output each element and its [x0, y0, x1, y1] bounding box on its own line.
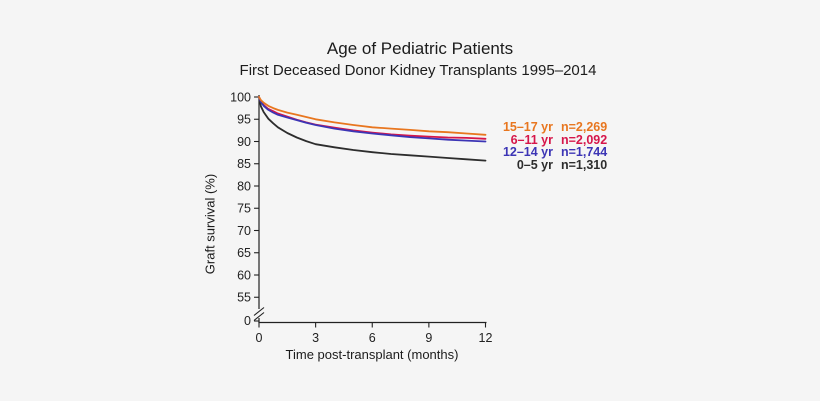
y-tick-label: 70	[237, 224, 251, 238]
chart-subtitle: First Deceased Donor Kidney Transplants …	[239, 62, 597, 79]
y-tick-label: 85	[237, 157, 251, 171]
y-tick-label: 90	[237, 135, 251, 149]
y-tick-label: 80	[237, 179, 251, 193]
y-tick-label: 95	[237, 113, 251, 127]
legend-series-label: 12–14 yr	[502, 145, 553, 160]
chart-title: Age of Pediatric Patients	[326, 39, 514, 58]
legend: 15–17 yr n=2,269 6–11 yr n=2,092 12–14 yr n=1…	[492, 121, 607, 172]
legend-n-value: n=1,310	[561, 158, 608, 173]
legend-item: 15–17 yr n=2,269	[492, 121, 607, 134]
legend-n-value: n=2,092	[561, 132, 608, 147]
x-tick-label: 12	[479, 331, 493, 345]
y-tick-label: 60	[237, 268, 251, 282]
x-tick-label: 3	[312, 331, 319, 345]
legend-n-value: n=1,744	[561, 145, 608, 160]
x-tick-label: 0	[256, 331, 263, 345]
axis-break-gap	[257, 309, 261, 318]
legend-series-label: 15–17 yr	[502, 120, 553, 134]
legend-item: 6–11 yr n=2,092	[492, 132, 608, 147]
y-tick-label: 75	[237, 202, 251, 216]
y-tick-label: 65	[237, 246, 251, 260]
axis-break-slash	[253, 307, 265, 316]
survival-curve-1	[258, 96, 487, 136]
y-zero-label: 0	[244, 314, 251, 328]
legend-series-label: 0–5 yr	[516, 158, 553, 173]
y-tick-label: 55	[237, 291, 251, 305]
legend-series-label: 6–11 yr	[510, 132, 553, 147]
x-axis-title: Time post-transplant (months)	[285, 347, 459, 362]
legend-item: 12–14 yr n=1,744	[492, 146, 607, 159]
legend-n-value: n=2,269	[561, 120, 608, 134]
x-tick-label: 9	[425, 331, 432, 345]
x-tick-label: 6	[369, 331, 376, 345]
y-tick-label: 100	[230, 90, 251, 104]
axis-break-slash	[253, 312, 265, 321]
survival-curve-4	[258, 96, 487, 162]
legend-item: 0–5 yr n=1,310	[492, 159, 607, 172]
survival-curve-3	[258, 96, 487, 143]
